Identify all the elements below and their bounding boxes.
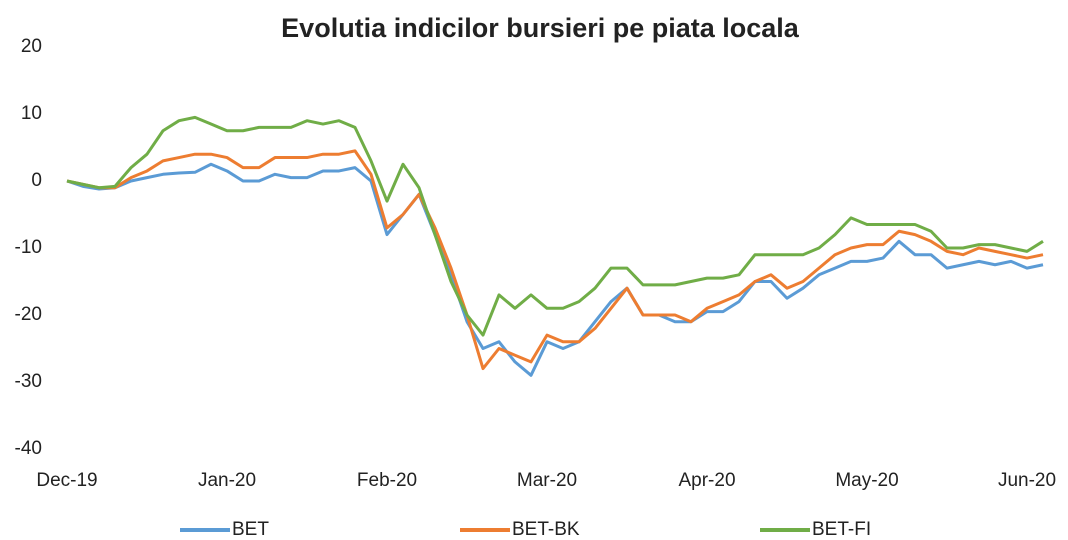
x-tick-label: Dec-19 [36, 470, 97, 491]
y-tick-label: -10 [15, 237, 42, 258]
x-tick-label: Mar-20 [517, 470, 577, 491]
x-tick-label: Jun-20 [998, 470, 1056, 491]
legend-label: BET-BK [512, 519, 580, 540]
y-tick-label: -40 [15, 438, 42, 459]
y-tick-label: -30 [15, 371, 42, 392]
x-tick-label: May-20 [835, 470, 898, 491]
series-line [66, 115, 1044, 337]
x-tick-label: Apr-20 [678, 470, 735, 491]
legend-label: BET [232, 519, 269, 540]
y-tick-label: 20 [21, 36, 42, 57]
y-tick-label: 0 [31, 170, 42, 191]
x-tick-label: Jan-20 [198, 470, 256, 491]
legend-label: BET-FI [812, 519, 871, 540]
x-tick-label: Feb-20 [357, 470, 417, 491]
series-line [66, 149, 1044, 371]
series-line [66, 162, 1044, 377]
y-tick-label: -20 [15, 304, 42, 325]
chart-title: Evolutia indicilor bursieri pe piata loc… [281, 13, 800, 43]
y-tick-label: 10 [21, 103, 42, 124]
